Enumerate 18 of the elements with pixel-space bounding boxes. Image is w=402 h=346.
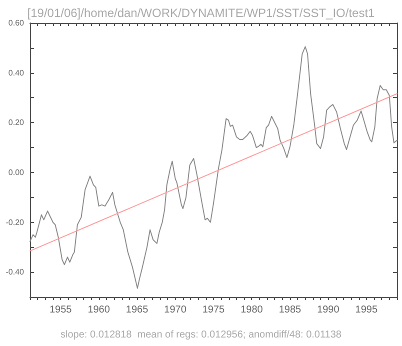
x-tick-label: 1960 [88, 304, 110, 316]
y-tick-label: 0.00 [8, 168, 25, 177]
x-tick-label: 1955 [49, 304, 72, 316]
x-tick-label: 1970 [164, 304, 187, 316]
chart-title: [19/01/06]/home/dan/WORK/DYNAMITE/WP1/SST/SST_IO/test1 [27, 6, 376, 20]
x-tick-label: 1995 [355, 304, 378, 316]
x-tick-label: 1980 [240, 304, 264, 316]
y-tick-label: -0.20 [6, 218, 25, 227]
x-tick-label: 1990 [317, 304, 340, 316]
y-tick-label: 0.40 [8, 68, 25, 78]
x-tick-label: 1965 [126, 304, 149, 316]
y-tick-label: 0.60 [8, 18, 25, 28]
x-tick-label: 1985 [278, 304, 302, 316]
line-series [30, 46, 398, 289]
y-tick-label: -0.40 [6, 268, 25, 277]
y-tick-label: 0.20 [8, 118, 25, 128]
text: slope: 0.012818 mean of regs: 0.012956; anomdiff/48: 0.01138 [60, 330, 342, 340]
x-tick-label: 1975 [202, 304, 226, 316]
